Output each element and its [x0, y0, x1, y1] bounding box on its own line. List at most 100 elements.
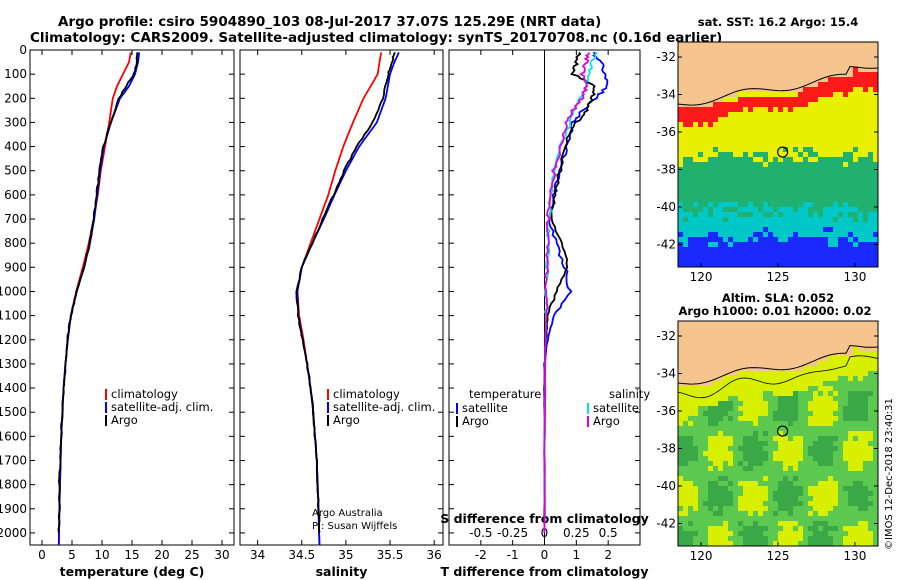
map-cell — [763, 197, 769, 203]
map-cell — [743, 57, 749, 63]
map-cell — [768, 416, 774, 422]
map-cell — [718, 217, 724, 223]
map-cell — [688, 521, 694, 527]
map-cell — [783, 496, 789, 502]
map-cell — [813, 521, 819, 527]
map-cell — [853, 476, 859, 482]
map-cell — [853, 336, 859, 342]
map-cell — [708, 516, 714, 522]
map-cell — [833, 336, 839, 342]
map-cell — [698, 62, 704, 68]
map-cell — [708, 47, 714, 53]
map-cell — [843, 132, 849, 138]
map-cell — [808, 511, 814, 517]
map-cell — [768, 192, 774, 198]
map-cell — [828, 541, 834, 546]
map-cell — [768, 491, 774, 497]
map-cell — [683, 237, 689, 243]
map-cell — [718, 401, 724, 407]
map-cell — [873, 202, 878, 208]
map-cell — [818, 521, 824, 527]
map-cell — [743, 262, 749, 267]
map-cell — [818, 391, 824, 397]
map-cell — [853, 142, 859, 148]
map-cell — [813, 142, 819, 148]
map-cell — [778, 57, 784, 63]
map-cell — [788, 431, 794, 437]
map-cell — [733, 426, 739, 432]
map-cell — [708, 202, 714, 208]
map-cell — [843, 461, 849, 467]
map-cell — [828, 112, 834, 118]
map-cell — [788, 97, 794, 103]
map-cell — [813, 436, 819, 442]
map-cell — [793, 396, 799, 402]
map-cell — [698, 177, 704, 183]
map-cell — [813, 391, 819, 397]
map-cell — [708, 142, 714, 148]
map-cell — [858, 117, 864, 123]
map-cell — [838, 157, 844, 163]
map-cell — [848, 127, 854, 133]
map-cell — [773, 67, 779, 73]
map-cell — [858, 431, 864, 437]
map-cell — [743, 356, 749, 362]
map-cell — [693, 351, 699, 357]
map-cell — [833, 416, 839, 422]
map-cell — [823, 491, 829, 497]
map-cell — [868, 112, 874, 118]
map-cell — [833, 421, 839, 427]
map-cell — [798, 491, 804, 497]
map-cell — [683, 177, 689, 183]
map-cell — [783, 117, 789, 123]
map-cell — [758, 187, 764, 193]
map-cell — [753, 117, 759, 123]
map-cell — [773, 122, 779, 128]
map-cell — [853, 406, 859, 412]
map-cell — [868, 137, 874, 143]
map-cell — [868, 172, 874, 178]
map-cell — [783, 97, 789, 103]
map-cell — [818, 351, 824, 357]
map-cell — [703, 187, 709, 193]
map-cell — [693, 202, 699, 208]
map-cell — [848, 177, 854, 183]
map-cell — [853, 162, 859, 168]
map-cell — [823, 466, 829, 472]
map-cell — [703, 531, 709, 537]
map-cell — [763, 97, 769, 103]
map-cell — [808, 456, 814, 462]
map-cell — [688, 177, 694, 183]
map-cell — [798, 162, 804, 168]
map-cell — [683, 396, 689, 402]
map-cell — [863, 361, 869, 367]
map-cell — [738, 262, 744, 267]
map-cell — [788, 381, 794, 387]
map-cell — [853, 107, 859, 113]
map-cell — [713, 187, 719, 193]
map-cell — [798, 326, 804, 332]
map-cell — [828, 446, 834, 452]
map-cell — [728, 217, 734, 223]
map-cell — [688, 531, 694, 537]
map-cell — [738, 257, 744, 263]
map-cell — [808, 217, 814, 223]
map-cell — [768, 42, 774, 48]
map-cell — [713, 386, 719, 392]
map-cell — [753, 202, 759, 208]
map-cell — [688, 62, 694, 68]
map-cell — [788, 47, 794, 53]
map-cell — [833, 386, 839, 392]
map-cell — [823, 197, 829, 203]
map-cell — [678, 237, 684, 243]
map-cell — [683, 511, 689, 517]
map-cell — [743, 531, 749, 537]
map-cell — [818, 326, 824, 332]
map-cell — [828, 461, 834, 467]
map-cell — [758, 361, 764, 367]
map-cell — [873, 237, 878, 243]
map-cell — [833, 521, 839, 527]
sla-map-title-line2: Argo h1000: 0.01 h2000: 0.02 — [678, 304, 871, 318]
map-cell — [788, 331, 794, 337]
map-cell — [813, 511, 819, 517]
